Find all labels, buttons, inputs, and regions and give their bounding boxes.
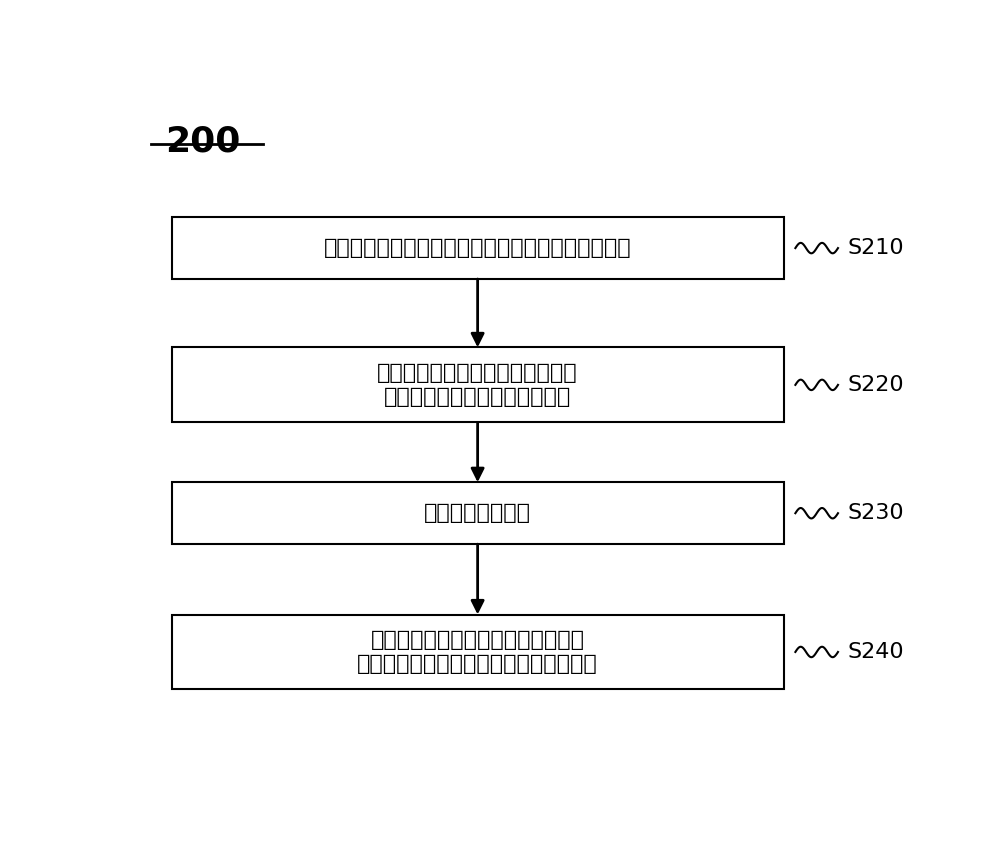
Text: S210: S210 [847, 238, 904, 258]
Bar [172, 348, 784, 422]
Text: 200: 200 [165, 124, 240, 158]
Text: 根据电网发电量及负载功率的变动: 根据电网发电量及负载功率的变动 [377, 362, 578, 382]
Bar [172, 482, 784, 544]
Text: S220: S220 [847, 375, 904, 395]
Bar [172, 217, 784, 279]
Text: S230: S230 [847, 503, 904, 523]
Text: 差异值增加或减少负载功率以减少差异值: 差异值增加或减少负载功率以减少差异值 [357, 654, 598, 674]
Bar [172, 614, 784, 689]
Text: 监控负载根据电网发电量及电网频率产生的负载功率: 监控负载根据电网发电量及电网频率产生的负载功率 [324, 238, 631, 258]
Text: 根据电网变动频率及容许频率范围的: 根据电网变动频率及容许频率范围的 [371, 629, 585, 650]
Text: S240: S240 [847, 642, 904, 662]
Text: 而改变电网频率为电网变动频率: 而改变电网频率为电网变动频率 [384, 387, 571, 407]
Text: 读取电网变动频率: 读取电网变动频率 [424, 503, 531, 523]
